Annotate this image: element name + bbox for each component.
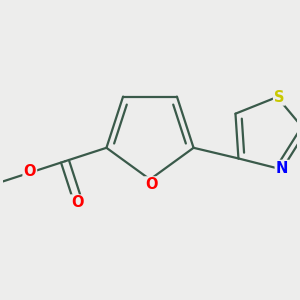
Text: O: O (145, 177, 157, 192)
Text: O: O (23, 164, 36, 179)
Text: S: S (274, 89, 285, 104)
Text: O: O (71, 196, 83, 211)
Text: N: N (276, 161, 288, 176)
